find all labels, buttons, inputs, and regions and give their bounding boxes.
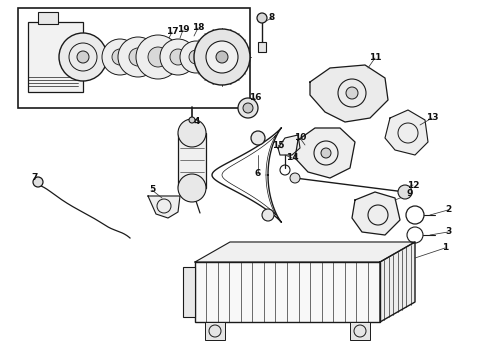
Bar [195, 262, 380, 322]
Circle shape [59, 33, 107, 81]
Text: 10: 10 [294, 134, 306, 143]
Text: 16: 16 [249, 94, 261, 103]
Text: 12: 12 [407, 180, 419, 189]
Text: 7: 7 [32, 174, 38, 183]
Text: 17: 17 [166, 27, 178, 36]
Text: 19: 19 [177, 26, 189, 35]
Polygon shape [352, 192, 400, 235]
Bar [205, 322, 225, 340]
Bar [258, 42, 266, 52]
Text: 13: 13 [426, 113, 438, 122]
Polygon shape [310, 65, 388, 122]
Text: 11: 11 [369, 54, 381, 63]
Bar [178, 133, 206, 188]
Circle shape [243, 103, 253, 113]
Polygon shape [278, 135, 300, 155]
Circle shape [189, 117, 195, 123]
Polygon shape [195, 242, 415, 262]
Bar [350, 322, 370, 340]
Polygon shape [380, 242, 415, 322]
Circle shape [216, 51, 228, 63]
Polygon shape [385, 110, 428, 155]
Circle shape [136, 35, 180, 79]
Circle shape [290, 173, 300, 183]
Circle shape [346, 87, 358, 99]
Circle shape [194, 29, 250, 85]
Circle shape [206, 41, 238, 73]
Text: 3: 3 [445, 228, 451, 237]
Circle shape [251, 131, 265, 145]
Text: 18: 18 [192, 23, 204, 32]
Text: 6: 6 [255, 168, 261, 177]
Text: 4: 4 [194, 117, 200, 126]
Text: 9: 9 [407, 189, 413, 198]
Circle shape [170, 49, 186, 65]
Text: 8: 8 [269, 13, 275, 22]
Bar [38, 12, 58, 24]
Text: 2: 2 [445, 206, 451, 215]
Circle shape [321, 148, 331, 158]
Circle shape [238, 98, 258, 118]
Text: 5: 5 [149, 185, 155, 194]
Circle shape [118, 37, 158, 77]
Circle shape [160, 39, 196, 75]
Text: 15: 15 [272, 140, 284, 149]
Circle shape [129, 48, 147, 66]
Circle shape [148, 47, 168, 67]
Bar [28, 22, 83, 92]
Circle shape [262, 209, 274, 221]
Circle shape [189, 50, 203, 64]
Bar [18, 8, 250, 108]
Bar [183, 267, 195, 317]
Polygon shape [295, 128, 355, 178]
Circle shape [178, 119, 206, 147]
Circle shape [398, 185, 412, 199]
Circle shape [257, 13, 267, 23]
Circle shape [77, 51, 89, 63]
Text: 1: 1 [442, 243, 448, 252]
Polygon shape [148, 196, 180, 218]
Circle shape [180, 41, 212, 73]
Circle shape [112, 49, 128, 65]
Text: 14: 14 [286, 153, 298, 162]
Circle shape [102, 39, 138, 75]
Circle shape [178, 174, 206, 202]
Circle shape [33, 177, 43, 187]
